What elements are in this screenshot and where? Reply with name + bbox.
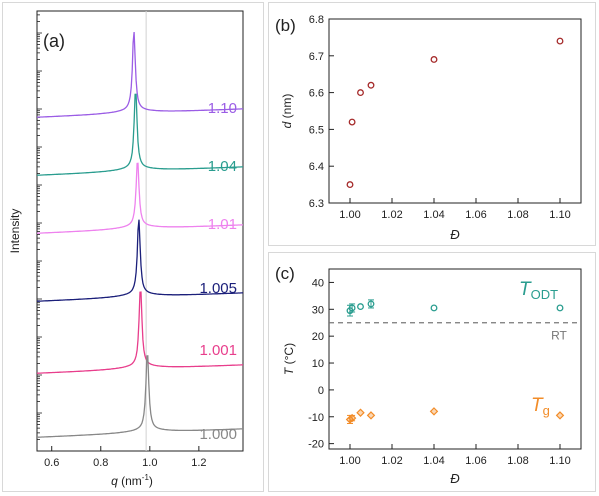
y-tick-label: 10 [312,358,324,370]
y-tick-label: 6.6 [309,88,324,100]
y-tick-label: 20 [312,331,324,343]
x-tick-label: 1.00 [339,209,360,221]
plot-frame [36,10,244,452]
saxs-profile-line [36,355,244,438]
tg-series-label: Tg [531,395,550,418]
todt-data-point [357,303,364,311]
tg-label-subscript: g [543,403,550,418]
domain-spacing-chart: 1.00 1.02 1.04 1.06 1.08 1.10 6.3 6.4 6.5 6.6 6.7 6… [275,14,582,242]
x-tick-label: 1.08 [507,209,528,221]
tg-label-main: T [531,395,544,416]
x-tick-label: 1.04 [423,455,444,467]
y-tick-label: -10 [308,412,324,424]
x-axis-label-variable: q [111,474,118,488]
x-axis-label: Đ [450,227,460,242]
panel-a-saxs-profiles: 0.6 0.8 1.0 1.2 (a) Intensity q (nm-1) 1.10 1.04… [2,2,264,492]
y-axis-label-variable: d [280,121,294,128]
y-tick-label: 6.4 [309,161,324,173]
todt-data-point [348,304,356,312]
x-tick-label: 0.6 [44,457,59,469]
tg-data-point [555,411,565,420]
y-tick-label: 0 [318,385,324,397]
data-point [556,37,564,45]
x-tick-label: 0.8 [93,457,108,469]
x-tick-label: 1.06 [465,455,486,467]
todt-data-point [367,300,375,308]
saxs-chart: 0.6 0.8 1.0 1.2 (a) Intensity q (nm-1) 1.10 1.04… [8,10,244,488]
x-tick-label: 1.08 [507,455,528,467]
x-tick-label: 1.00 [339,455,360,467]
tg-data-point [366,411,376,420]
panel-label: (b) [275,16,296,35]
saxs-profile-line [37,162,243,234]
y-axis-label: d (nm) [280,94,294,129]
y-tick-label: 40 [312,277,324,289]
y-axis-label-unit: (nm) [280,94,294,122]
y-tick-label: 6.7 [309,51,324,63]
todt-data-point [430,304,438,312]
x-tick-label: 1.10 [549,455,570,467]
series-label: 1.10 [208,100,237,117]
y-axis-label: Intensity [8,209,22,254]
series-label: 1.04 [208,158,237,175]
data-point [367,81,375,89]
data-point [357,89,364,97]
saxs-profile-line [37,219,244,302]
todt-label-subscript: ODT [531,287,559,302]
panel-b-domain-spacing: 1.00 1.02 1.04 1.06 1.08 1.10 6.3 6.4 6.5 6.6 6.7 6… [268,2,596,246]
tg-data-point [347,413,357,423]
y-tick-label: -20 [308,439,324,451]
x-tick-label: 1.04 [423,209,444,221]
saxs-profile-line [37,31,243,118]
saxs-profile-line [37,93,243,176]
y-axis-label-unit: (°C) [282,343,296,368]
series-label: 1.01 [208,216,237,233]
todt-label-main: T [519,279,532,300]
y-tick-label: 6.3 [309,198,324,210]
data-point [430,56,438,63]
x-tick-label: 1.02 [381,455,402,467]
series-label: 1.000 [199,426,237,443]
panel-label: (c) [275,264,295,283]
todt-data-point [556,304,564,312]
tg-data-point [356,408,365,417]
x-tick-label: 1.02 [381,209,402,221]
todt-series-label: TODT [519,279,558,302]
transition-temperature-chart: 1.00 1.02 1.04 1.06 1.08 1.10 -20 -10 0 10 20 30 40 (… [275,264,582,486]
x-tick-label: 1.2 [191,457,206,469]
series-label: 1.001 [199,342,237,359]
y-axis-label-variable: T [282,366,296,375]
x-tick-label: 1.06 [465,209,486,221]
y-tick-label: 30 [312,304,324,316]
room-temperature-label: RT [551,329,567,343]
panel-label: (a) [43,31,65,51]
x-axis-label: q (nm-1) [111,473,153,488]
y-tick-label: 6.8 [309,14,324,26]
plot-frame [328,268,582,450]
x-tick-label: 1.10 [549,209,570,221]
data-point [346,181,354,189]
y-axis-label: T (°C) [282,343,296,375]
series-label: 1.005 [199,280,237,297]
x-axis-label-close: ) [149,474,153,488]
tg-data-point [429,407,439,416]
x-axis-label: Đ [450,471,460,486]
panel-c-transition-temperatures: 1.00 1.02 1.04 1.06 1.08 1.10 -20 -10 0 10 20 30 40 (… [268,252,596,492]
saxs-profile-line [37,291,244,374]
x-axis-label-superscript: -1 [142,473,150,482]
plot-frame [328,18,582,204]
x-axis-label-unit: (nm [118,474,142,488]
data-point [348,118,356,126]
y-tick-label: 6.5 [309,124,324,136]
x-tick-label: 1.0 [142,457,157,469]
